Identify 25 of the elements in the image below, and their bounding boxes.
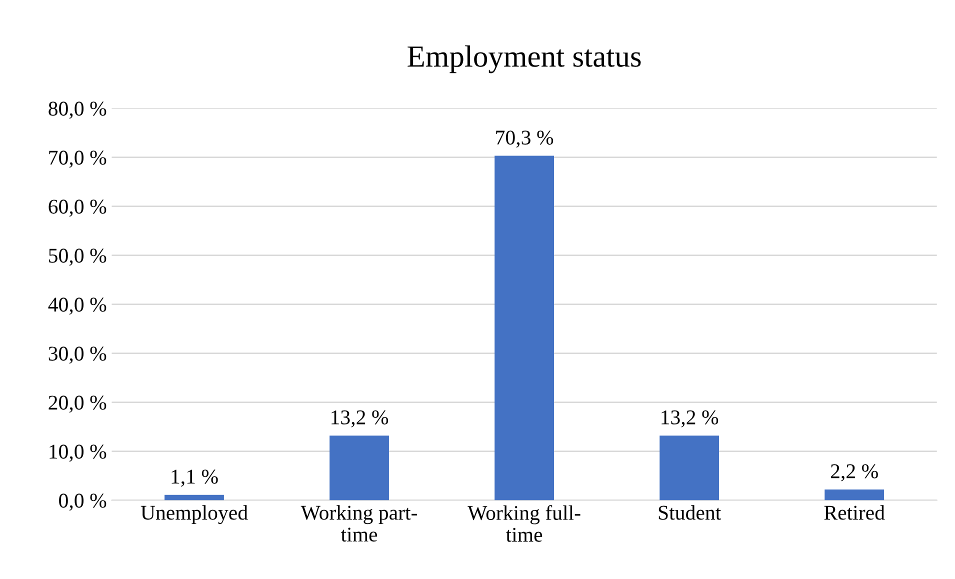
y-tick-label: 10,0 % xyxy=(50,444,106,462)
x-tick-label: Retired xyxy=(824,505,885,520)
y-tick-label: 60,0 % xyxy=(48,200,106,217)
bar xyxy=(164,494,224,500)
y-tick-label: 80,0 % xyxy=(48,102,106,119)
y-tick-label: 0,0 % xyxy=(59,494,106,511)
data-label: 1,1 % xyxy=(172,470,218,487)
data-label: 2,2 % xyxy=(830,464,878,482)
x-tick-label: Student xyxy=(658,505,722,520)
x-tick-label: Unemployed xyxy=(140,505,248,524)
data-label: 13,2 % xyxy=(332,410,388,428)
data-label: 13,2 % xyxy=(662,410,718,428)
y-tick-label: 50,0 % xyxy=(49,248,106,266)
data-label: 70,3 % xyxy=(496,130,554,148)
y-tick-label: 30,0 % xyxy=(48,346,106,364)
bar xyxy=(494,156,554,500)
y-tick-label: 40,0 % xyxy=(48,298,106,315)
x-tick-label: Working part-time xyxy=(300,505,417,542)
bar xyxy=(824,489,884,500)
bar xyxy=(330,436,389,500)
bar xyxy=(660,436,720,500)
x-tick-label: Working full-time xyxy=(468,505,580,542)
y-tick-label: 20,0 % xyxy=(48,396,106,413)
y-tick-label: 70,0 % xyxy=(49,150,106,168)
chart-title: Employment status xyxy=(408,45,641,74)
